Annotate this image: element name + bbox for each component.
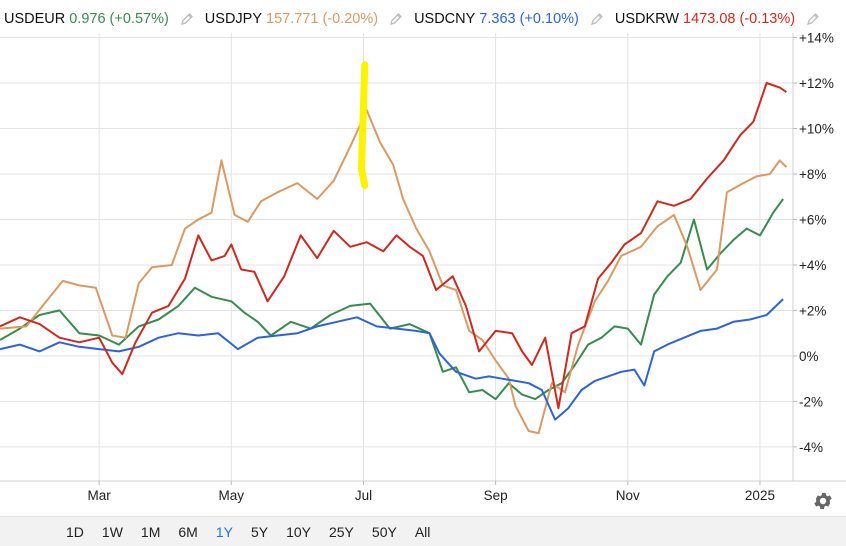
- y-tick-label: +12%: [799, 76, 834, 91]
- y-tick-label: +8%: [799, 167, 826, 182]
- range-button-1y[interactable]: 1Y: [207, 524, 242, 540]
- range-button-25y[interactable]: 25Y: [320, 524, 363, 540]
- x-tick-label: Mar: [88, 488, 112, 503]
- chart-legend: USDEUR 0.976 (+0.57%) USDJPY 157.771 (-0.20…: [4, 8, 831, 30]
- gear-icon[interactable]: [812, 490, 834, 512]
- range-button-50y[interactable]: 50Y: [363, 524, 406, 540]
- legend-symbol: USDKRW: [614, 11, 680, 27]
- x-tick-label: 2025: [745, 488, 775, 503]
- range-button-1m[interactable]: 1M: [132, 524, 169, 540]
- legend-item-usdeur: USDEUR 0.976 (+0.57%): [4, 11, 195, 27]
- legend-value: 7.363 (+0.10%): [479, 11, 579, 27]
- pencil-icon[interactable]: [388, 11, 404, 27]
- y-tick-label: -4%: [799, 440, 823, 455]
- range-button-10y[interactable]: 10Y: [277, 524, 320, 540]
- legend-value: 1473.08 (-0.13%): [683, 11, 796, 27]
- y-tick-label: +10%: [799, 122, 834, 137]
- x-tick-label: Nov: [616, 488, 640, 503]
- range-button-1w[interactable]: 1W: [93, 524, 132, 540]
- y-tick-label: 0%: [799, 349, 819, 364]
- series-line-usdcny: [0, 298, 784, 421]
- x-tick-label: Sep: [484, 488, 508, 503]
- highlight-mark: [358, 61, 369, 189]
- x-tick-label: Jul: [355, 488, 372, 503]
- pencil-icon[interactable]: [179, 11, 195, 27]
- range-selector: 1D 1W 1M 6M 1Y 5Y 10Y 25Y 50Y All: [0, 516, 846, 546]
- series-line-usdeur: [0, 198, 784, 401]
- legend-item-usdjpy: USDJPY 157.771 (-0.20%): [205, 11, 404, 27]
- y-tick-label: +2%: [799, 303, 826, 318]
- y-tick-label: +4%: [799, 258, 826, 273]
- range-button-all[interactable]: All: [406, 524, 440, 540]
- legend-item-usdcny: USDCNY 7.363 (+0.10%): [414, 11, 605, 27]
- range-button-1d[interactable]: 1D: [57, 524, 93, 540]
- legend-symbol: USDEUR: [4, 11, 66, 27]
- pencil-icon[interactable]: [589, 11, 605, 27]
- series-line-usdkrw: [0, 82, 787, 410]
- x-tick-label: May: [219, 488, 245, 503]
- legend-value: 0.976 (+0.57%): [69, 11, 169, 27]
- legend-symbol: USDCNY: [414, 11, 476, 27]
- pencil-icon[interactable]: [805, 11, 821, 27]
- y-tick-label: -2%: [799, 394, 823, 409]
- range-button-5y[interactable]: 5Y: [242, 524, 277, 540]
- legend-value: 157.771 (-0.20%): [266, 11, 379, 27]
- legend-symbol: USDJPY: [204, 11, 263, 27]
- legend-item-usdkrw: USDKRW 1473.08 (-0.13%): [615, 11, 821, 27]
- range-button-6m[interactable]: 6M: [169, 524, 206, 540]
- y-tick-label: +6%: [799, 212, 826, 227]
- series-line-usdjpy: [0, 109, 788, 435]
- y-tick-label: +14%: [799, 31, 834, 46]
